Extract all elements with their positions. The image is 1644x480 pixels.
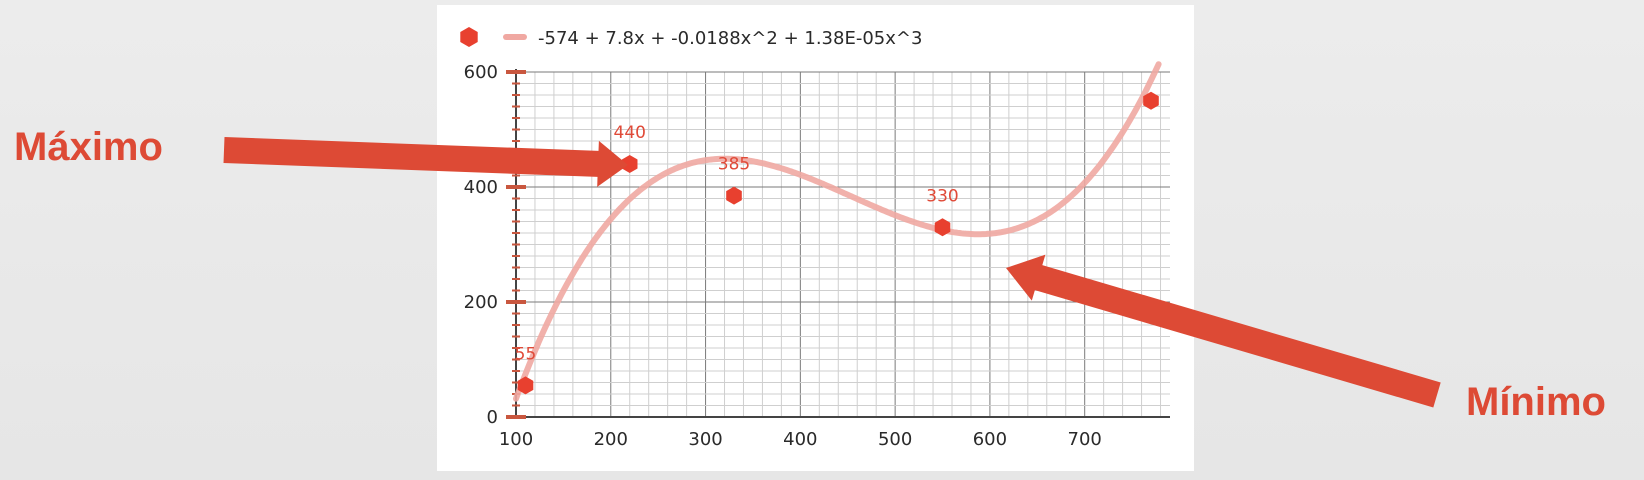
data-point	[1143, 91, 1159, 110]
legend: -574 + 7.8x + -0.0188x^2 + 1.38E-05x^3	[460, 27, 922, 49]
chart-grid	[516, 71, 1170, 417]
data-label: 55	[515, 344, 537, 364]
annotations: Máximo Mínimo	[14, 125, 1606, 424]
data-label: 440	[614, 123, 646, 143]
y-tick-label: 600	[464, 62, 498, 83]
x-tick-label: 600	[973, 429, 1007, 450]
y-tick-label: 0	[487, 407, 498, 428]
x-tick-label: 300	[688, 429, 722, 450]
x-tick-label: 700	[1068, 429, 1102, 450]
data-point	[517, 376, 534, 395]
chart-panel	[437, 5, 1194, 471]
minimum-label: Mínimo	[1466, 380, 1606, 424]
data-points	[517, 91, 1159, 395]
x-tick-label: 400	[783, 429, 817, 450]
x-tick-label: 200	[594, 429, 628, 450]
legend-marker-icon	[460, 27, 478, 47]
minimum-arrow-icon	[1006, 254, 1441, 408]
x-tick-label: 500	[878, 429, 912, 450]
y-tick-label: 200	[464, 292, 498, 313]
maximum-label: Máximo	[14, 125, 163, 169]
data-label: 385	[718, 155, 750, 175]
chart-axes	[506, 69, 1170, 419]
x-tick-label: 100	[499, 429, 533, 450]
legend-trendline-label: -574 + 7.8x + -0.0188x^2 + 1.38E-05x^3	[538, 28, 922, 49]
trendline-layer	[513, 61, 1162, 402]
data-point	[621, 155, 638, 173]
data-label: 330	[926, 186, 958, 206]
data-point	[726, 186, 742, 205]
tick-labels: 0 200 400 600 100 200 300 400 500 600 700	[464, 62, 1102, 450]
maximum-arrow-icon	[223, 137, 628, 187]
data-point	[934, 218, 951, 237]
trendline-curve	[513, 61, 1162, 402]
y-tick-label: 400	[464, 177, 498, 198]
data-labels: 55 440 385 330	[515, 123, 959, 364]
